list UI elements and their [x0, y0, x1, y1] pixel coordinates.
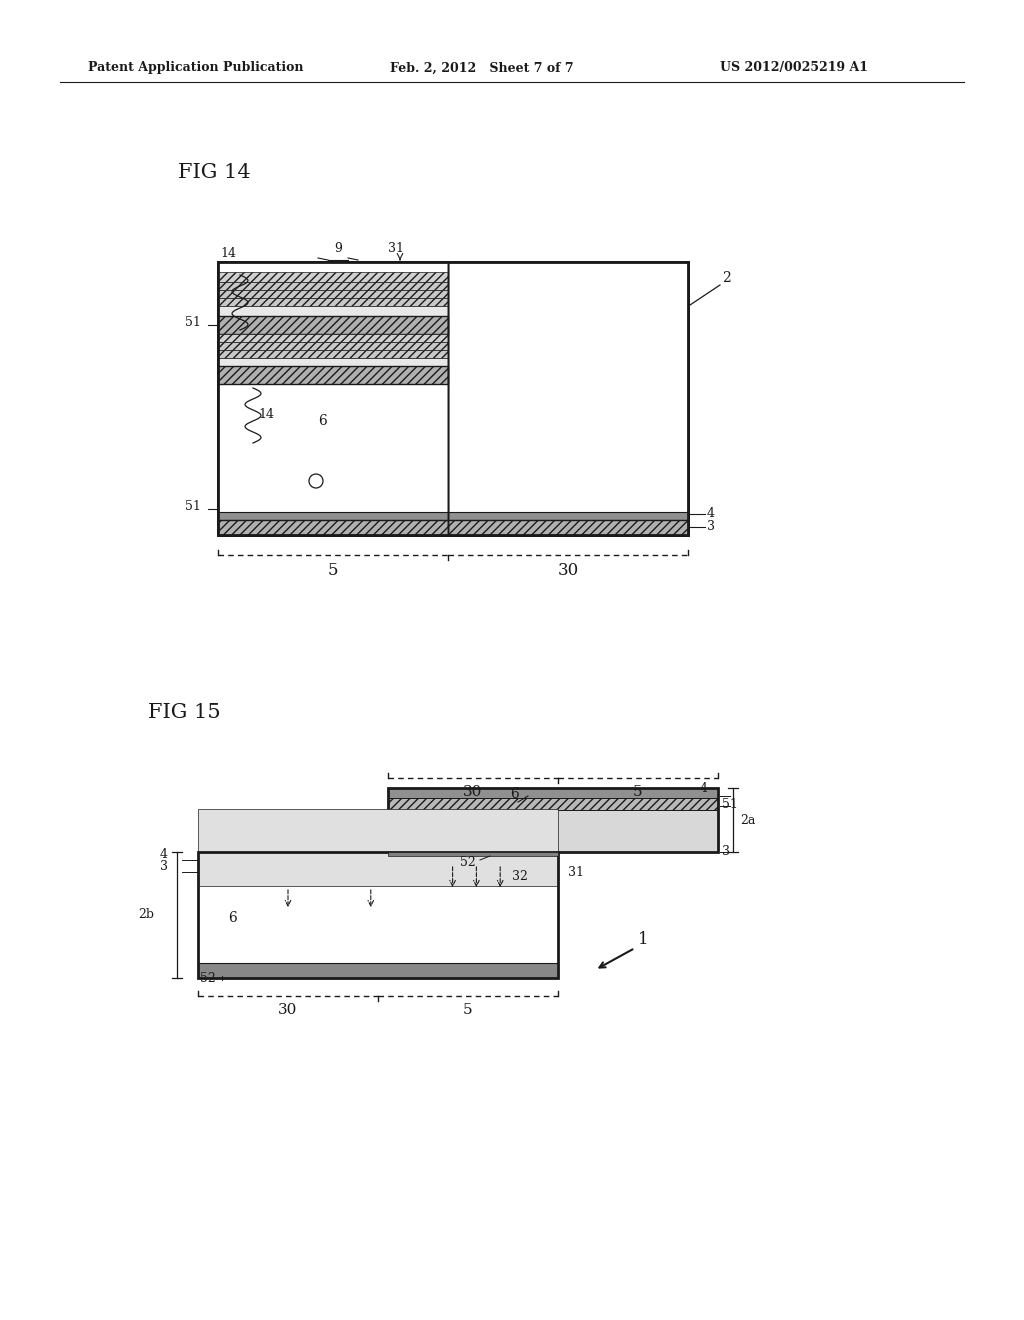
Text: 3: 3 — [707, 520, 715, 533]
Text: 4: 4 — [160, 847, 168, 861]
Text: 5: 5 — [463, 1003, 473, 1016]
Text: 5: 5 — [328, 562, 338, 579]
Bar — [449, 261, 688, 535]
Text: 51: 51 — [185, 500, 201, 513]
Bar — [218, 306, 449, 315]
Text: 30: 30 — [463, 785, 482, 799]
Text: 5: 5 — [633, 785, 643, 799]
Bar — [449, 261, 688, 535]
Bar — [218, 334, 449, 342]
Text: 4: 4 — [700, 781, 708, 795]
Text: 32: 32 — [512, 870, 528, 883]
Bar — [388, 788, 718, 851]
Text: 52: 52 — [200, 972, 216, 985]
Bar — [388, 799, 718, 810]
Text: 14: 14 — [258, 408, 274, 421]
Text: 14: 14 — [220, 247, 236, 260]
Text: 2: 2 — [722, 271, 731, 285]
Text: 6: 6 — [228, 911, 237, 925]
Bar — [218, 261, 449, 535]
Bar — [218, 512, 688, 520]
Bar — [388, 788, 718, 851]
Text: 9: 9 — [334, 242, 342, 255]
Text: 6: 6 — [510, 787, 519, 801]
Text: 4: 4 — [707, 507, 715, 520]
Bar — [218, 298, 449, 306]
Bar — [388, 810, 718, 851]
Text: 6: 6 — [318, 414, 327, 428]
Text: FIG 15: FIG 15 — [148, 704, 220, 722]
Text: 31: 31 — [388, 242, 404, 255]
Text: 30: 30 — [557, 562, 579, 579]
Bar — [218, 261, 688, 535]
Text: US 2012/0025219 A1: US 2012/0025219 A1 — [720, 62, 868, 74]
Bar — [218, 366, 449, 384]
Bar — [218, 520, 688, 535]
Bar — [198, 851, 558, 862]
Text: 2b: 2b — [138, 908, 154, 921]
Text: Feb. 2, 2012   Sheet 7 of 7: Feb. 2, 2012 Sheet 7 of 7 — [390, 62, 573, 74]
Bar — [198, 851, 558, 978]
Text: Patent Application Publication: Patent Application Publication — [88, 62, 303, 74]
Text: 31: 31 — [568, 866, 584, 879]
Bar — [218, 272, 449, 282]
Bar — [218, 261, 688, 535]
Text: 30: 30 — [279, 1003, 298, 1016]
Text: 3: 3 — [160, 861, 168, 873]
Bar — [218, 358, 449, 366]
Bar — [198, 862, 558, 874]
Text: 51: 51 — [185, 315, 201, 329]
Bar — [218, 342, 449, 350]
Bar — [218, 282, 449, 290]
Text: 52: 52 — [460, 855, 476, 869]
Bar — [198, 851, 558, 978]
Bar — [218, 290, 449, 298]
Text: 51: 51 — [722, 799, 738, 810]
Bar — [388, 788, 718, 799]
Bar — [198, 964, 558, 978]
Text: 1: 1 — [638, 931, 648, 948]
Text: FIG 14: FIG 14 — [178, 162, 251, 182]
Text: 3: 3 — [722, 845, 730, 858]
Bar — [218, 261, 688, 535]
Text: 2a: 2a — [740, 813, 756, 826]
Bar — [388, 851, 558, 855]
Bar — [218, 350, 449, 358]
Bar — [198, 809, 558, 886]
Bar — [218, 315, 449, 334]
